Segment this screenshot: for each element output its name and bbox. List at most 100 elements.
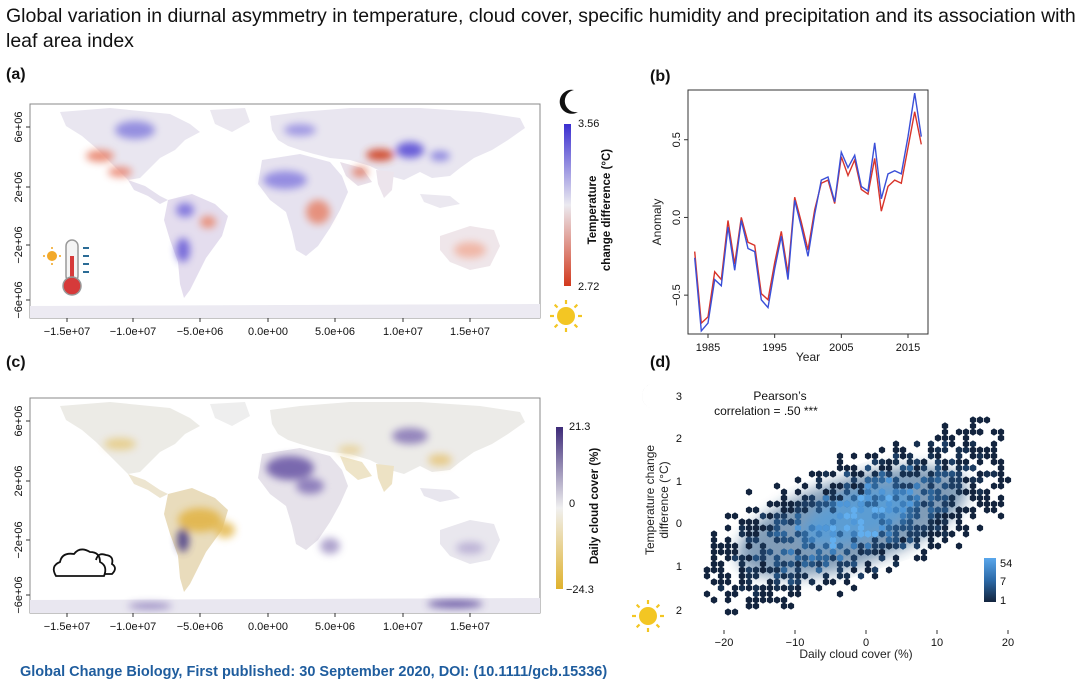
- hexbin-cell: [990, 458, 998, 466]
- hexbin-cell: [787, 572, 795, 580]
- hexbin-cell: [801, 560, 809, 568]
- hexbin-cell: [976, 524, 984, 532]
- hexbin-cell: [913, 500, 921, 508]
- hexbin-cell: [787, 500, 795, 508]
- hexbin-cell: [766, 566, 774, 574]
- hexbin-cell: [997, 428, 1005, 436]
- hexbin-cell: [934, 494, 942, 502]
- y-tick-label: 3: [676, 391, 682, 403]
- hexbin-cell: [780, 584, 788, 592]
- hexbin-cell: [836, 494, 844, 502]
- series-line-red: [694, 111, 922, 325]
- hexbin-cell: [906, 530, 914, 538]
- hexbin-cell: [934, 506, 942, 514]
- hexbin-cell: [857, 494, 865, 502]
- hexbin-cell: [773, 500, 781, 508]
- hexbin-cell: [745, 602, 753, 610]
- hexbin-cell: [927, 500, 935, 508]
- colorbar-a-min: 2.72: [578, 281, 599, 293]
- hexbin-cell: [948, 500, 956, 508]
- sun-icon-d: [632, 600, 664, 632]
- hexbin-cell: [780, 512, 788, 520]
- hexbin-cell: [955, 542, 963, 550]
- hexbin-cell: [976, 470, 984, 478]
- hexbin-cell: [892, 476, 900, 484]
- hexbin-cell: [913, 554, 921, 562]
- hexbin-cell: [857, 542, 865, 550]
- hexbin-cell: [899, 506, 907, 514]
- hexbin-cell: [927, 470, 935, 478]
- hexbin-cell: [906, 524, 914, 532]
- hexbin-cell: [864, 488, 872, 496]
- hexbin-cell: [969, 428, 977, 436]
- hexbin-cell: [948, 476, 956, 484]
- hexbin-cell: [871, 482, 879, 490]
- hexbin-cell: [836, 500, 844, 508]
- hexbin-cell: [983, 416, 991, 424]
- x-tick-label: 1.5e+07: [450, 326, 490, 338]
- hexbin-cell: [850, 476, 858, 484]
- hexbin-cell: [745, 584, 753, 592]
- hexbin-cell: [892, 458, 900, 466]
- hexbin-cell: [990, 452, 998, 460]
- hexbin-cell: [752, 524, 760, 532]
- hexbin-cell: [969, 452, 977, 460]
- hexbin-cell: [738, 530, 746, 538]
- hexbin-cell: [724, 512, 732, 520]
- hexbin-cell: [913, 512, 921, 520]
- hexbin-cell: [955, 458, 963, 466]
- hexbin-cell: [892, 452, 900, 460]
- hexbin-cell: [885, 476, 893, 484]
- panel-d-label: (d): [650, 354, 671, 371]
- hexbin-cell: [738, 560, 746, 568]
- hexbin-cell: [969, 416, 977, 424]
- hexbin-cell: [941, 524, 949, 532]
- hexbin-cell: [864, 494, 872, 502]
- hexbin-cell: [801, 530, 809, 538]
- y-tick-label: 0.0: [671, 210, 683, 225]
- panel-b-label: (b): [650, 68, 671, 85]
- hexbin-cell: [850, 554, 858, 562]
- hexbin-cell: [941, 446, 949, 454]
- hexbin-cell: [885, 464, 893, 472]
- hexbin-cell: [955, 524, 963, 532]
- hexbin-cell: [899, 446, 907, 454]
- hexbin-cell: [724, 554, 732, 562]
- hexbin-cell: [934, 542, 942, 550]
- hexbin-cell: [724, 542, 732, 550]
- hexbin-cell: [899, 464, 907, 472]
- hexbin-cell: [815, 548, 823, 556]
- hexbin-cell: [920, 458, 928, 466]
- hexbin-cell: [941, 440, 949, 448]
- hexbin-cell: [745, 506, 753, 514]
- hexbin-cell: [920, 524, 928, 532]
- hexbin-cell: [836, 482, 844, 490]
- hexbin-cell: [857, 470, 865, 478]
- hexbin-cell: [808, 494, 816, 502]
- hexbin-cell: [871, 500, 879, 508]
- hexbin-cell: [927, 542, 935, 550]
- colorbar-c-min: −24.3: [566, 584, 594, 596]
- hexbin-cell: [969, 488, 977, 496]
- hexbin-cell: [829, 482, 837, 490]
- hexbin-cell: [787, 584, 795, 592]
- hexbin-cell: [745, 536, 753, 544]
- y-tick-label: 6e+06: [13, 406, 25, 437]
- hexbin-cell: [752, 554, 760, 562]
- hexbin-cell: [843, 464, 851, 472]
- hexbin-cell: [885, 500, 893, 508]
- hexbin-cell: [885, 506, 893, 514]
- hexbin-cell: [885, 470, 893, 478]
- hexbin-cell: [941, 512, 949, 520]
- hexbin-cell: [731, 608, 739, 616]
- y-tick-label: 2e+06: [13, 172, 25, 203]
- hexbin-cell: [941, 458, 949, 466]
- hexbin-cell: [829, 470, 837, 478]
- hexbin-cell: [703, 566, 711, 574]
- hexbin-cell: [920, 464, 928, 472]
- hexbin-cell: [885, 494, 893, 502]
- hexbin-cell: [703, 572, 711, 580]
- panel-b-frame: [687, 89, 929, 335]
- hexbin-cell: [857, 506, 865, 514]
